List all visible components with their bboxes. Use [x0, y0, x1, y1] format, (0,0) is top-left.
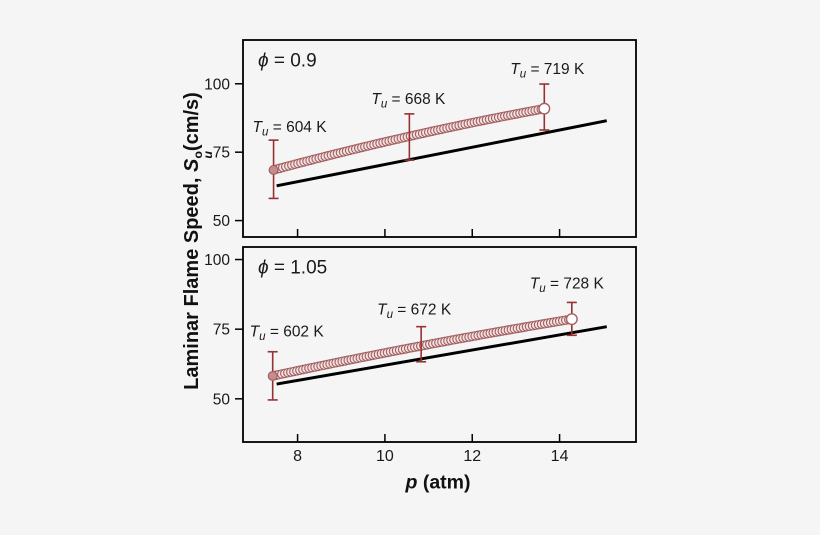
temperature-annotation: Tu = 728 K [530, 275, 605, 295]
temperature-annotation: Tu = 719 K [510, 61, 585, 81]
temperature-annotation: Tu = 672 K [377, 302, 452, 322]
y-tick-label: 50 [213, 213, 231, 230]
y-axis-units: (cm/s) [180, 92, 203, 152]
y-axis-title-text: Laminar Flame Speed, [180, 171, 203, 390]
y-tick-label: 50 [213, 391, 231, 408]
y-tick-label: 75 [213, 145, 230, 162]
x-tick-label: 14 [551, 448, 569, 465]
error-bar [404, 113, 415, 161]
data-point-last [565, 313, 578, 326]
model-line [276, 325, 608, 386]
panel-top: 50 75 100 Tu = 604 K Tu = 668 K Tu = 719 K ϕ =… [204, 39, 637, 238]
x-tick-label: 8 [293, 448, 302, 465]
y-axis-symbol: S [180, 158, 203, 172]
y-tick-label: 100 [204, 76, 230, 93]
data-point-last [538, 102, 551, 115]
x-axis-title: p (atm) [405, 472, 470, 495]
error-bar [416, 325, 427, 363]
panel-bottom: 50 75 100 8 10 12 14 Tu = 602 K Tu = 672 K Tu = 7… [204, 246, 637, 465]
x-tick-label: 10 [376, 448, 394, 465]
y-tick-label: 75 [213, 322, 230, 339]
panel-border [242, 246, 637, 443]
panel-border [242, 39, 637, 238]
x-tick-label: 12 [463, 448, 481, 465]
phi-label: ϕ = 1.05 [258, 258, 327, 279]
y-axis-subscript: u [200, 151, 215, 159]
x-axis-units: (atm) [417, 471, 471, 494]
y-tick-label: 100 [204, 252, 230, 269]
temperature-annotation: Tu = 602 K [250, 324, 325, 344]
phi-label: ϕ = 0.9 [258, 51, 317, 72]
model-line [276, 119, 608, 188]
data-point-first [268, 164, 279, 175]
x-axis-symbol: p [405, 471, 418, 494]
temperature-annotation: Tu = 604 K [253, 119, 328, 139]
data-point-first [267, 371, 278, 381]
temperature-annotation: Tu = 668 K [371, 91, 446, 111]
